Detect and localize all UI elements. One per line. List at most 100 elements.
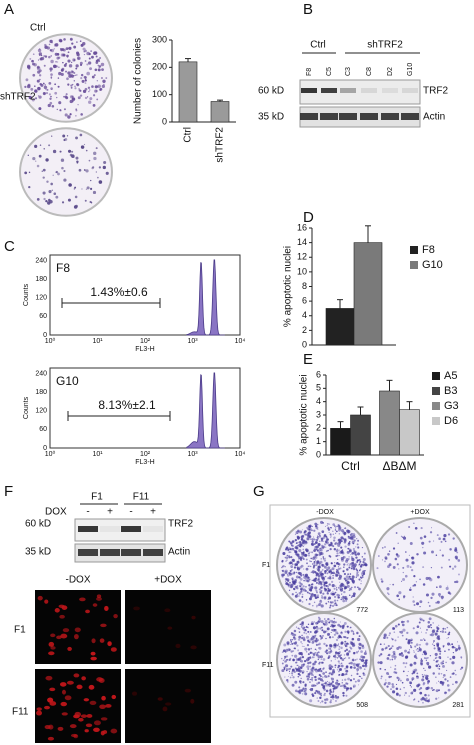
colony	[313, 601, 316, 604]
colony	[348, 548, 352, 552]
colony	[317, 574, 321, 578]
colony	[315, 538, 319, 542]
colony	[337, 660, 340, 663]
colony	[326, 568, 329, 572]
colony	[80, 145, 85, 149]
colony	[429, 531, 433, 534]
colony	[347, 531, 350, 534]
colony	[84, 82, 87, 84]
colony	[386, 685, 389, 688]
colony	[36, 79, 40, 83]
colony	[422, 682, 426, 685]
colony	[381, 547, 384, 549]
nucleus	[36, 707, 42, 711]
colony	[309, 593, 311, 595]
colony	[433, 644, 435, 647]
nucleus	[100, 623, 107, 628]
colony	[292, 632, 294, 634]
colony	[84, 79, 87, 82]
colony	[295, 542, 298, 545]
colony	[26, 84, 31, 89]
y-tick-label: 10	[297, 266, 307, 276]
colony	[398, 645, 401, 649]
error-bar	[386, 379, 393, 391]
colony	[425, 642, 429, 646]
colony	[281, 662, 284, 665]
colony	[401, 681, 404, 684]
colony	[395, 692, 399, 696]
nucleus	[73, 714, 80, 719]
colony	[392, 547, 396, 550]
label: Ctrl	[30, 23, 46, 34]
colony	[310, 529, 313, 532]
colony	[308, 602, 311, 606]
colony	[324, 575, 327, 578]
colony	[339, 567, 342, 570]
colony	[71, 95, 74, 98]
colony	[58, 66, 60, 69]
colony	[97, 68, 101, 72]
band	[78, 526, 98, 532]
colony	[386, 587, 390, 591]
colony	[354, 680, 357, 683]
colony	[282, 564, 285, 568]
colony	[315, 526, 319, 530]
colony	[306, 591, 309, 594]
colony	[314, 553, 318, 557]
colony	[60, 158, 65, 162]
colony	[284, 655, 287, 659]
colony	[80, 113, 83, 116]
colony	[306, 665, 310, 669]
colony	[388, 675, 391, 679]
nucleus	[60, 633, 68, 639]
colony	[426, 686, 430, 690]
band	[320, 113, 338, 120]
colony	[361, 563, 363, 566]
colony	[303, 575, 307, 579]
colony	[98, 180, 103, 184]
colony	[291, 577, 294, 580]
colony	[285, 546, 289, 550]
colony	[94, 89, 98, 93]
colony	[422, 650, 426, 654]
colony	[440, 595, 444, 599]
colony	[336, 552, 339, 555]
colony	[303, 579, 305, 582]
colony	[298, 548, 302, 553]
legend-swatch	[432, 402, 440, 410]
colony	[330, 632, 332, 634]
colony	[27, 65, 31, 69]
colony	[339, 656, 343, 660]
colony	[300, 622, 304, 626]
colony	[281, 651, 284, 654]
tick-label: 240	[35, 257, 47, 264]
colony	[350, 661, 353, 665]
colony	[71, 97, 76, 101]
colony	[328, 681, 331, 684]
colony	[297, 672, 300, 676]
tick-label: 120	[35, 295, 47, 302]
colony	[285, 660, 287, 662]
colony	[349, 573, 352, 575]
colony	[344, 630, 347, 633]
colony	[430, 596, 433, 600]
label: C3	[345, 67, 352, 76]
colony	[335, 681, 339, 685]
colony	[92, 103, 96, 107]
colony	[448, 558, 451, 561]
colony	[301, 663, 305, 668]
colony	[299, 680, 302, 683]
colony	[430, 567, 433, 569]
colony	[33, 63, 37, 67]
colony	[293, 647, 296, 650]
colony	[294, 546, 298, 549]
colony	[55, 195, 59, 199]
colony	[434, 632, 438, 636]
colony	[330, 660, 332, 662]
colony	[315, 637, 318, 640]
colony	[332, 690, 335, 692]
colony	[309, 678, 311, 681]
colony	[329, 533, 332, 536]
colony	[301, 643, 303, 645]
colony	[92, 166, 95, 169]
